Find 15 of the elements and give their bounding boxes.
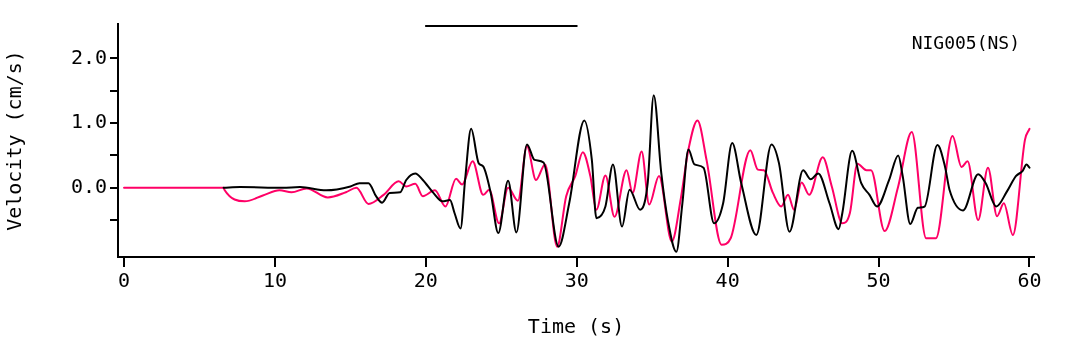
x-tick-label: 30	[564, 268, 589, 293]
x-tick-label: 40	[715, 268, 740, 293]
x-tick-label: 60	[1017, 268, 1042, 293]
x-tick-label: 10	[262, 268, 287, 293]
y-axis-title: Velocity (cm/s)	[2, 50, 27, 231]
y-tick-label: 2.0	[70, 44, 107, 69]
x-tick-label: 0	[118, 268, 131, 293]
x-axis-title: Time (s)	[527, 314, 625, 339]
annotation: NIG005(NS)	[911, 31, 1020, 53]
line-series	[222, 94, 1031, 253]
x-tick-label: 50	[866, 268, 891, 293]
y-tick-label: 0.0	[70, 173, 107, 198]
line-series	[123, 119, 1031, 248]
y-tick-label: 1.0	[70, 109, 107, 134]
x-tick-label: 20	[413, 268, 438, 293]
